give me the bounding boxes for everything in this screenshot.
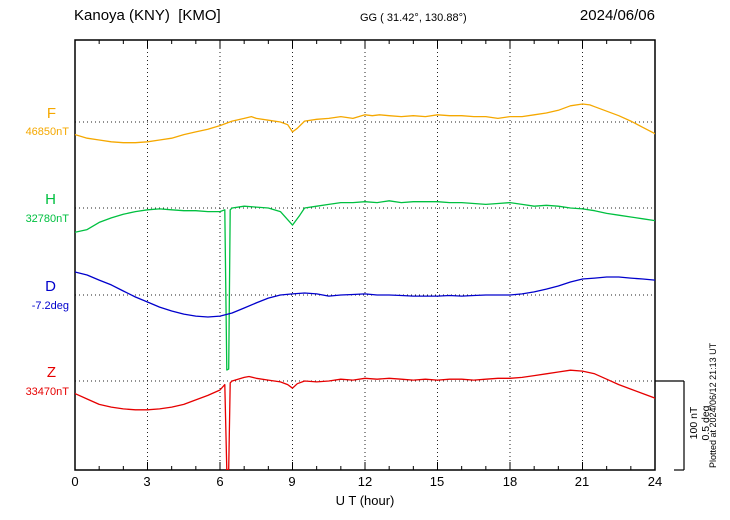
series-label-D: D [45, 278, 56, 295]
xtick-9: 9 [288, 474, 296, 489]
scale-bar-nt: 100 nT [688, 406, 700, 440]
series-traces [75, 103, 655, 470]
series-baseline-F: 46850nT [25, 126, 69, 138]
series-label-Z: Z [46, 364, 56, 381]
xtick-6: 6 [216, 474, 224, 489]
plot-date: 2024/06/06 [579, 7, 655, 24]
xtick-21: 21 [574, 474, 590, 489]
series-F-line [75, 103, 655, 144]
plot-frame [74, 39, 656, 471]
xtick-3: 3 [143, 474, 151, 489]
baseline-lines [75, 121, 655, 382]
series-Z-line [75, 369, 655, 470]
station-title: Kanoya (KNY) [KMO] [74, 7, 221, 24]
x-axis-title: U T (hour) [335, 493, 395, 508]
xtick-15: 15 [429, 474, 445, 489]
series-baseline-D: -7.2deg [31, 300, 69, 312]
series-D-line [75, 271, 655, 318]
xtick-12: 12 [357, 474, 373, 489]
series-label-F: F [46, 105, 56, 122]
series-label-H: H [45, 191, 56, 208]
plotted-at-note: Plotted at 2024/06/12 21:13 UT [708, 342, 718, 468]
series-baseline-H: 32780nT [25, 213, 69, 225]
gridlines [147, 40, 583, 470]
xtick-0: 0 [71, 474, 79, 489]
scale-bracket [655, 380, 685, 471]
series-baseline-Z: 33470nT [25, 386, 69, 398]
xtick-18: 18 [502, 474, 518, 489]
series-H-line [75, 200, 655, 371]
geographic-coordinates: GG ( 31.42°, 130.88°) [360, 12, 467, 24]
xtick-24: 24 [647, 474, 663, 489]
